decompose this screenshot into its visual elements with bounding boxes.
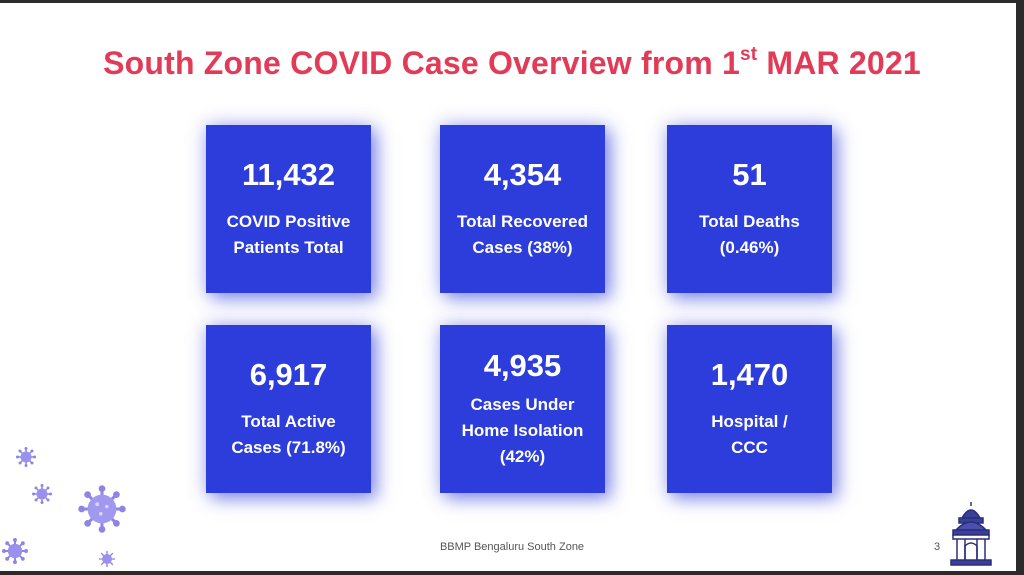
virus-icon xyxy=(16,447,36,467)
temple-logo-icon xyxy=(950,502,992,566)
stat-card-hospital-ccc: 1,470 Hospital / CCC xyxy=(667,325,832,493)
stat-value: 4,354 xyxy=(483,157,562,192)
stat-label: Total Deaths (0.46%) xyxy=(699,212,800,257)
stat-card-recovered: 4,354 Total Recovered Cases (38%) xyxy=(440,125,605,293)
title-main: South Zone COVID Case Overview from 1 xyxy=(103,45,740,81)
stat-label: COVID Positive Patients Total xyxy=(226,212,351,257)
virus-icon xyxy=(98,550,116,568)
window-bottom-border xyxy=(0,571,1024,575)
stat-label: Total Active Cases (71.8%) xyxy=(231,412,346,457)
stat-card-deaths: 51 Total Deaths (0.46%) xyxy=(667,125,832,293)
title-superscript: st xyxy=(739,44,758,65)
slide-title: South Zone COVID Case Overview from 1st … xyxy=(0,44,1024,82)
stat-label: Hospital / CCC xyxy=(711,412,788,457)
stat-card-positive: 11,432 COVID Positive Patients Total xyxy=(206,125,371,293)
page-number: 3 xyxy=(934,541,941,553)
virus-icon xyxy=(32,484,52,504)
stat-value: 1,470 xyxy=(710,357,789,392)
stat-value: 6,917 xyxy=(249,357,328,392)
slide-footer: BBMP Bengaluru South Zone xyxy=(439,541,585,553)
stat-value: 11,432 xyxy=(241,157,336,192)
stat-value: 51 xyxy=(732,157,767,192)
virus-icon xyxy=(2,538,28,564)
stat-label: Total Recovered Cases (38%) xyxy=(456,212,588,257)
stat-label: Cases Under Home Isolation (42%) xyxy=(461,395,584,466)
stat-value: 4,935 xyxy=(483,348,562,383)
window-right-border xyxy=(1016,0,1024,575)
title-tail: MAR 2021 xyxy=(757,45,921,81)
virus-icon xyxy=(78,485,126,533)
stat-card-active: 6,917 Total Active Cases (71.8%) xyxy=(206,325,371,493)
stat-card-home-isolation: 4,935 Cases Under Home Isolation (42%) xyxy=(440,325,605,493)
window-top-border xyxy=(0,0,1024,3)
